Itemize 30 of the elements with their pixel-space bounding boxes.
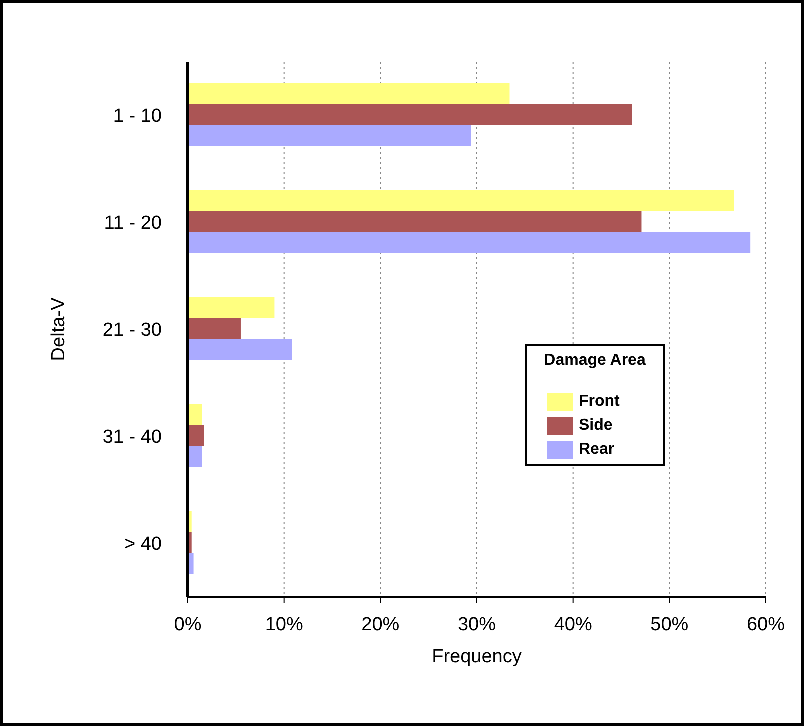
bar [188,339,292,360]
legend-title: Damage Area [543,352,647,370]
bar [188,190,734,212]
bar [188,232,751,254]
y-tick-label: 1 - 10 [113,106,162,128]
bar [188,318,241,340]
bar [188,446,202,468]
bar [188,125,472,146]
legend-label: Rear [579,441,615,459]
legend-label: Front [579,393,620,411]
bar [188,83,510,104]
bar [188,104,632,126]
x-tick-label: 40% [554,614,592,636]
bar [188,211,642,232]
y-tick-label: > 40 [124,534,162,556]
x-tick-label: 50% [650,614,689,636]
x-tick-label: 10% [265,614,304,636]
y-tick-label: 31 - 40 [102,427,162,448]
y-tick-label: 21 - 30 [102,320,162,342]
x-axis-title: Frequency [432,646,522,668]
legend-label: Side [579,417,613,435]
y-tick-label: 11 - 20 [104,213,162,234]
bar [188,425,204,446]
x-tick-label: 20% [362,614,400,636]
y-axis-title: Delta-V [48,298,70,362]
bar [188,297,275,318]
bar [188,404,202,426]
x-tick-label: 0% [174,614,202,636]
x-tick-label: 60% [746,614,786,636]
x-tick-label: 30% [458,614,496,636]
